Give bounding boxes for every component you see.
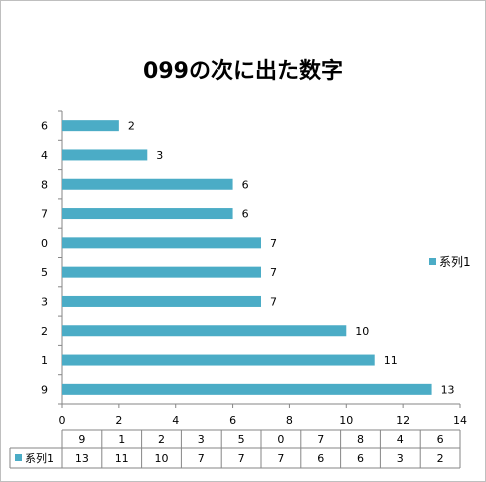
bar-data-label: 7 [270, 266, 277, 279]
x-tick-label: 0 [59, 414, 66, 427]
table-header-cell: 4 [397, 433, 404, 446]
bar-data-label: 7 [270, 237, 277, 250]
table-value-cell: 7 [238, 452, 245, 465]
legend: 系列1 [429, 255, 471, 269]
y-tick-label: 8 [41, 178, 48, 191]
x-tick-label: 2 [115, 414, 122, 427]
table-value-cell: 11 [115, 452, 129, 465]
table-value-cell: 3 [397, 452, 404, 465]
y-tick-label: 5 [41, 266, 48, 279]
bar [62, 383, 432, 395]
y-tick-label: 4 [41, 149, 48, 162]
table-header-cell: 1 [118, 433, 125, 446]
x-tick-label: 4 [172, 414, 179, 427]
table-header-cell: 8 [357, 433, 364, 446]
legend-label: 系列1 [439, 255, 471, 269]
table-header-cell: 0 [277, 433, 284, 446]
table-value-cell: 2 [437, 452, 444, 465]
y-tick-label: 7 [41, 208, 48, 221]
y-tick-label: 1 [41, 354, 48, 367]
x-tick-label: 6 [229, 414, 236, 427]
x-tick-label: 12 [396, 414, 410, 427]
bar [62, 295, 261, 307]
bar-data-label: 7 [270, 295, 277, 308]
table-value-cell: 7 [277, 452, 284, 465]
bar [62, 208, 233, 220]
bar [62, 325, 347, 337]
table-value-cell: 6 [317, 452, 324, 465]
bar-data-label: 11 [384, 354, 398, 367]
bar-data-label: 2 [128, 120, 135, 133]
bar-data-label: 3 [156, 149, 163, 162]
table-header-cell: 2 [158, 433, 165, 446]
table-header-cell: 9 [78, 433, 85, 446]
bar-data-label: 6 [242, 208, 249, 221]
y-tick-label: 3 [41, 295, 48, 308]
bar-data-label: 6 [242, 178, 249, 191]
y-tick-label: 2 [41, 325, 48, 338]
table-header-cell: 5 [238, 433, 245, 446]
bar [62, 354, 375, 366]
y-tick-label: 6 [41, 120, 48, 133]
y-tick-label: 0 [41, 237, 48, 250]
plot-area: 0 2 4 6 8 10 12 149 131 112 103 75 70 77 68 64 36 2 [41, 110, 467, 427]
legend-key [429, 258, 436, 265]
table-header-cell: 6 [437, 433, 444, 446]
table-series-label: 系列1 [25, 451, 54, 465]
table-header-cell: 7 [317, 433, 324, 446]
bar [62, 237, 261, 249]
bar [62, 120, 119, 132]
chart-title: 099の次に出た数字 [143, 58, 343, 84]
table-value-cell: 6 [357, 452, 364, 465]
x-tick-label: 14 [453, 414, 467, 427]
bar-data-label: 10 [355, 325, 369, 338]
x-tick-label: 10 [339, 414, 353, 427]
table-value-cell: 7 [198, 452, 205, 465]
table-value-cell: 10 [155, 452, 169, 465]
table-legend-key [15, 454, 22, 461]
x-tick-label: 8 [286, 414, 293, 427]
y-tick-label: 9 [41, 383, 48, 396]
bar [62, 266, 261, 278]
bar-data-label: 13 [441, 383, 455, 396]
table-value-cell: 13 [75, 452, 89, 465]
table-header-cell: 3 [198, 433, 205, 446]
bar [62, 149, 148, 161]
bar [62, 178, 233, 190]
